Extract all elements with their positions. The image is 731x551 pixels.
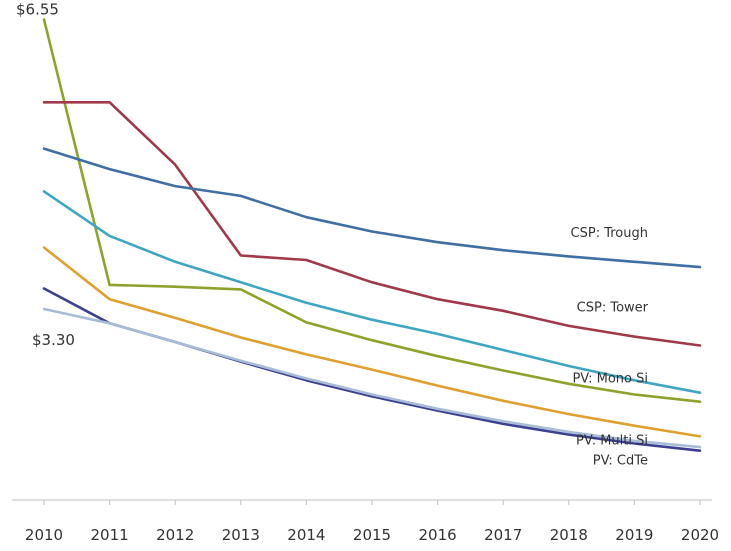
x-tick-label: 2012 bbox=[156, 526, 194, 544]
x-axis: 2010 2011 2012 2013 2014 2015 2016 2017 2018 2019… bbox=[12, 500, 719, 544]
series-line-4 bbox=[44, 248, 700, 437]
x-tick-label: 2019 bbox=[615, 526, 653, 544]
series-label: PV: Multi Si bbox=[576, 434, 648, 449]
value-annotation: $6.55 bbox=[16, 0, 59, 18]
x-tick-label: 2017 bbox=[484, 526, 522, 544]
value-annotation: $3.30 bbox=[32, 331, 75, 349]
series-line-2 bbox=[44, 191, 700, 392]
series-label: CSP: Trough bbox=[571, 226, 648, 241]
x-tick-label: 2010 bbox=[25, 526, 63, 544]
series-label: CSP: Tower bbox=[577, 301, 649, 316]
x-tick-label: 2016 bbox=[419, 526, 457, 544]
x-tick-label: 2014 bbox=[287, 526, 325, 544]
series-label: PV: Mono Si bbox=[572, 371, 648, 386]
x-tick-label: 2020 bbox=[681, 526, 719, 544]
annotations: $6.55 $3.30 bbox=[16, 0, 75, 349]
x-tick-label: 2013 bbox=[222, 526, 260, 544]
series-label: PV: CdTe bbox=[593, 454, 648, 469]
x-tick-label: 2015 bbox=[353, 526, 391, 544]
x-tick-label: 2018 bbox=[550, 526, 588, 544]
series-line-3 bbox=[44, 20, 700, 402]
x-tick-label: 2011 bbox=[91, 526, 129, 544]
